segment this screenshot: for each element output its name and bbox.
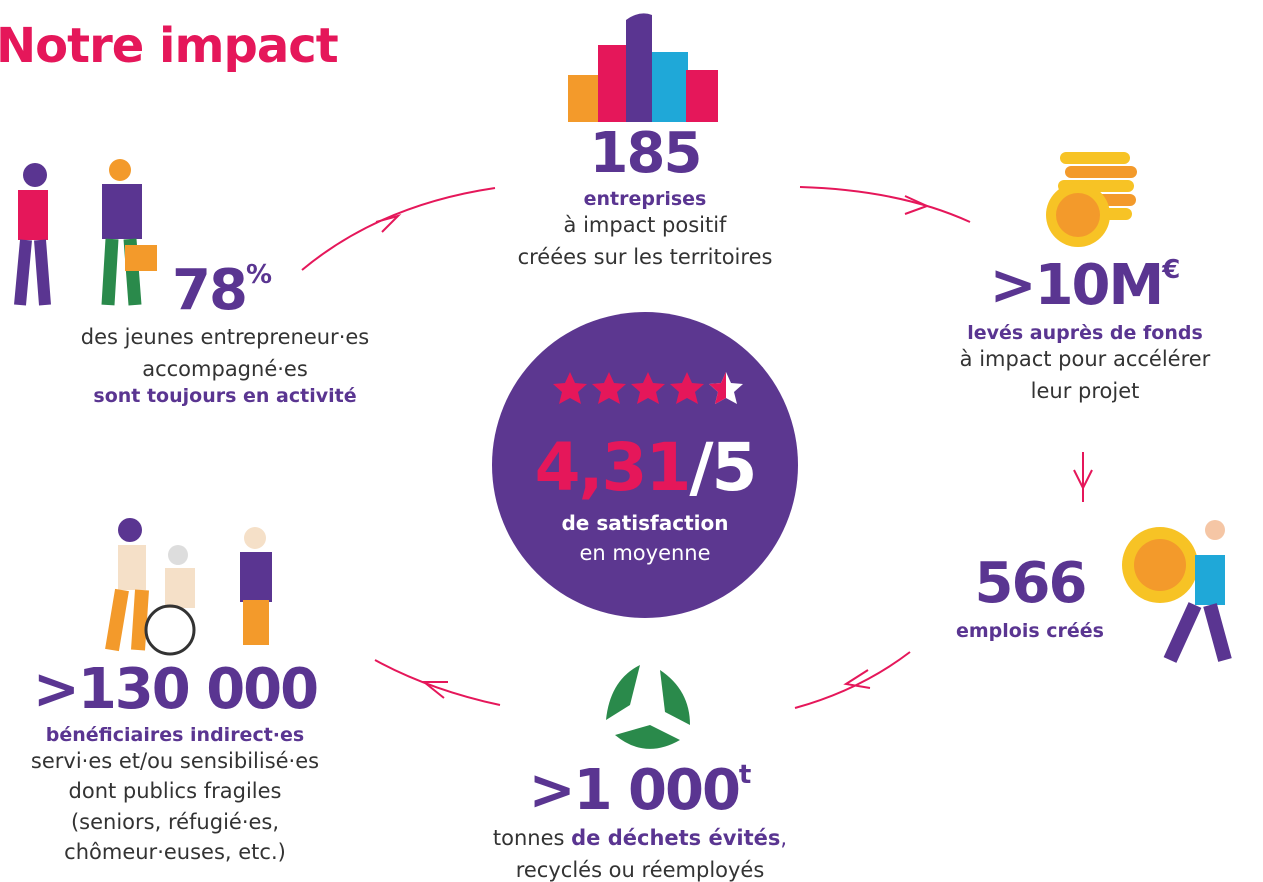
- arrowhead: [843, 669, 871, 689]
- people-icon: [105, 518, 272, 656]
- stat-figure: >1 000t: [460, 762, 820, 819]
- stat-text: à impact pour accélérer leur projet: [935, 344, 1235, 407]
- stat-bold: sont toujours en activité: [93, 385, 357, 407]
- arrow: [374, 659, 501, 706]
- stat-line: à impact pour accélérer: [959, 347, 1211, 371]
- stat-line: leur projet: [1030, 378, 1140, 403]
- star: [592, 372, 626, 404]
- arrowhead: [375, 214, 402, 233]
- arrow: [301, 187, 496, 271]
- stat-figure: 185: [589, 121, 703, 186]
- star-part: [709, 372, 726, 404]
- stat-line: dont publics fragiles: [68, 779, 282, 804]
- title: Notre impact: [0, 18, 339, 74]
- stat-bold: bénéficiaires indirect·es: [45, 724, 305, 746]
- rating-value: 4,31: [534, 429, 692, 506]
- center-bold: de satisfaction: [561, 511, 729, 535]
- stat: >130 000 bénéficiaires indirect·es servi…: [15, 662, 335, 868]
- stat-line: créées sur les territoires: [517, 244, 773, 269]
- stat-line: accompagné·es: [142, 356, 308, 381]
- stat-figure-wrap: 78%: [172, 262, 272, 319]
- rating: 4,31/5: [495, 435, 795, 501]
- stat-bold: emplois créés: [955, 620, 1104, 642]
- center-text: en moyenne: [579, 541, 711, 565]
- stat: 185 entreprises à impact positif créées …: [495, 126, 795, 273]
- arrowhead: [1073, 469, 1093, 491]
- arrows: [301, 186, 1093, 709]
- stat-figure-unit: t: [738, 760, 752, 790]
- stat-line: (seniors, réfugié·es,: [70, 809, 280, 834]
- stat-figure-unit: €: [1162, 255, 1181, 285]
- stars: [553, 372, 743, 404]
- stat-figure: 78%: [172, 262, 272, 319]
- stat-suffix: ,: [780, 826, 788, 850]
- arrowhead: [421, 681, 448, 699]
- stat-text: des jeunes entrepreneur·es accompagné·es: [75, 322, 375, 385]
- stat-figure: 566: [974, 551, 1088, 616]
- buildings-icon: [568, 13, 718, 122]
- stat: >10M€ levés auprès de fonds à impact pou…: [935, 257, 1235, 407]
- stat-figure-number: 78: [172, 258, 248, 323]
- stat-line: des jeunes entrepreneur·es: [80, 325, 370, 349]
- stat-figure-number: >1 000: [528, 758, 741, 823]
- stat-line: à impact positif: [563, 213, 727, 237]
- stat-figure-unit: %: [245, 260, 272, 290]
- stat: 566 emplois créés: [900, 551, 1160, 643]
- stat-bold: levés auprès de fonds: [967, 322, 1203, 344]
- stat-line: servi·es et/ou sensibilisé·es: [30, 749, 320, 773]
- arrow: [799, 186, 971, 223]
- stat-line: tonnes de déchets évités,: [460, 823, 820, 855]
- stat-prefix: tonnes: [492, 826, 565, 850]
- stat-line: chômeur·euses, etc.): [64, 840, 286, 865]
- coins-icon: [1046, 152, 1137, 247]
- rating-scale: /5: [689, 429, 757, 506]
- star: [670, 372, 704, 404]
- stat-text: servi·es et/ou sensibilisé·es dont publi…: [15, 746, 335, 868]
- recycle-icon: [606, 665, 690, 749]
- stat-text: tonnes de déchets évités, recyclés ou ré…: [460, 823, 820, 882]
- arrowhead: [904, 195, 930, 215]
- handshake-icon: [14, 159, 157, 306]
- star: [631, 372, 665, 404]
- person-coin-icon: [1122, 520, 1232, 663]
- stat-line: recyclés ou réemployés: [515, 857, 765, 882]
- stat-figure: >130 000: [32, 657, 319, 722]
- center-stat: 4,31/5 de satisfaction en moyenne: [495, 435, 795, 566]
- stat-figure-number: >10M: [989, 253, 1165, 318]
- stat-bold: de déchets évités: [571, 826, 781, 850]
- stat-text: à impact positif créées sur les territoi…: [495, 210, 795, 273]
- stat: >1 000t tonnes de déchets évités, recycl…: [460, 762, 820, 882]
- stat-figure: >10M€: [935, 257, 1235, 314]
- star: [553, 372, 587, 404]
- stat-bold: entreprises: [583, 188, 707, 210]
- stat: des jeunes entrepreneur·es accompagné·es…: [75, 322, 375, 407]
